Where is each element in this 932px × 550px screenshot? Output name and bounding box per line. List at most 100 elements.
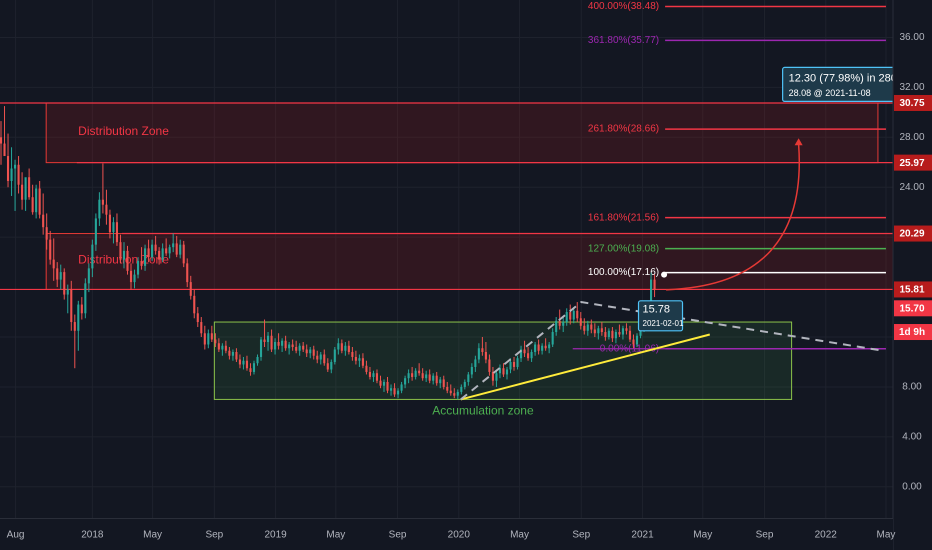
candle-body-89[interactable] (312, 349, 315, 356)
candle-body-170[interactable] (597, 328, 600, 334)
candle-body-97[interactable] (340, 343, 343, 351)
candle-body-115[interactable] (404, 378, 407, 385)
candle-body-172[interactable] (604, 332, 607, 338)
candle-body-118[interactable] (414, 370, 417, 377)
candle-body-98[interactable] (344, 345, 347, 351)
candle-body-178[interactable] (625, 328, 628, 331)
candle-body-10[interactable] (35, 188, 38, 213)
candle-body-147[interactable] (516, 358, 519, 367)
candle-body-18[interactable] (63, 272, 66, 295)
candle-body-152[interactable] (534, 344, 537, 352)
price-axis[interactable]: 36.0032.0028.0024.0020.0012.008.004.000.… (892, 0, 932, 550)
candle-body-162[interactable] (569, 312, 572, 320)
candle-body-5[interactable] (17, 164, 20, 185)
candle-body-153[interactable] (537, 344, 540, 351)
candle-body-36[interactable] (126, 250, 129, 271)
candle-body-137[interactable] (481, 348, 484, 352)
candle-body-125[interactable] (439, 379, 442, 384)
candle-body-182[interactable] (639, 329, 642, 336)
candle-body-186[interactable] (653, 279, 656, 290)
candle-body-57[interactable] (200, 322, 203, 334)
candle-body-129[interactable] (453, 393, 456, 396)
candle-body-80[interactable] (281, 340, 284, 346)
candle-body-12[interactable] (42, 214, 45, 228)
candle-body-130[interactable] (456, 391, 459, 396)
candle-body-103[interactable] (361, 358, 364, 366)
candle-body-76[interactable] (266, 335, 270, 343)
candle-body-116[interactable] (407, 373, 410, 379)
candle-body-107[interactable] (375, 373, 379, 381)
candle-body-61[interactable] (214, 339, 217, 344)
candle-body-100[interactable] (351, 351, 354, 357)
candle-body-158[interactable] (555, 320, 558, 333)
candle-body-161[interactable] (565, 312, 568, 323)
candle-body-101[interactable] (354, 356, 357, 361)
candle-body-171[interactable] (600, 328, 603, 333)
candle-body-145[interactable] (509, 361, 512, 370)
candle-body-53[interactable] (186, 263, 189, 283)
candle-body-75[interactable] (263, 339, 266, 343)
candle-body-124[interactable] (435, 375, 438, 384)
candle-body-22[interactable] (77, 304, 80, 331)
candle-body-43[interactable] (151, 244, 154, 258)
candle-body-69[interactable] (242, 360, 245, 365)
candle-body-79[interactable] (277, 342, 280, 346)
candle-body-127[interactable] (446, 386, 449, 391)
candle-body-169[interactable] (593, 329, 596, 334)
candle-body-148[interactable] (519, 349, 523, 359)
candle-body-185[interactable] (649, 279, 653, 310)
candle-body-81[interactable] (284, 340, 287, 349)
candle-body-82[interactable] (288, 344, 291, 349)
candle-body-159[interactable] (558, 320, 561, 326)
candle-body-2[interactable] (6, 156, 10, 181)
candle-body-14[interactable] (49, 239, 52, 260)
candle-body-166[interactable] (583, 325, 586, 331)
candle-body-85[interactable] (298, 345, 301, 351)
candle-body-123[interactable] (432, 375, 435, 381)
candle-body-121[interactable] (425, 374, 428, 379)
candle-body-177[interactable] (621, 328, 624, 335)
candle-body-146[interactable] (512, 361, 516, 367)
candle-body-38[interactable] (133, 274, 136, 283)
candle-body-13[interactable] (45, 227, 48, 240)
candle-body-134[interactable] (470, 366, 473, 375)
candle-body-42[interactable] (147, 248, 150, 258)
candle-body-45[interactable] (158, 250, 161, 260)
candle-body-93[interactable] (326, 363, 329, 370)
candle-body-49[interactable] (172, 243, 175, 248)
candle-body-138[interactable] (484, 351, 487, 360)
candle-body-27[interactable] (94, 218, 97, 245)
candle-body-143[interactable] (502, 368, 505, 375)
candle-body-66[interactable] (231, 351, 234, 356)
candle-body-90[interactable] (316, 355, 319, 360)
candle-body-40[interactable] (140, 260, 143, 266)
candle-body-50[interactable] (175, 243, 178, 255)
candle-body-114[interactable] (400, 384, 403, 391)
candle-body-15[interactable] (52, 259, 55, 269)
candle-body-122[interactable] (428, 374, 431, 381)
candle-body-105[interactable] (368, 371, 372, 377)
candle-body-64[interactable] (224, 345, 227, 351)
candle-body-112[interactable] (393, 388, 396, 395)
candle-body-17[interactable] (59, 272, 62, 280)
candle-body-77[interactable] (270, 335, 273, 350)
candle-body-168[interactable] (590, 324, 593, 330)
candle-body-126[interactable] (442, 379, 445, 387)
candle-body-19[interactable] (66, 289, 69, 295)
candle-body-28[interactable] (98, 199, 101, 219)
candle-body-84[interactable] (295, 346, 298, 351)
candle-body-181[interactable] (635, 335, 639, 345)
candle-body-47[interactable] (165, 248, 168, 254)
candle-body-163[interactable] (572, 310, 575, 320)
candle-body-164[interactable] (576, 310, 579, 319)
candle-body-106[interactable] (372, 373, 375, 377)
candle-body-33[interactable] (115, 222, 119, 243)
candle-body-167[interactable] (586, 324, 589, 331)
candle-body-71[interactable] (249, 368, 252, 372)
candle-body-133[interactable] (467, 374, 470, 382)
candle-body-92[interactable] (323, 354, 326, 364)
candle-body-63[interactable] (221, 345, 224, 350)
time-axis[interactable]: Aug 2018 May Sep 2019 May Sep 2020 May Sep 2021 May… (0, 518, 895, 550)
candle-body-83[interactable] (291, 344, 294, 347)
candle-body-55[interactable] (193, 295, 196, 314)
